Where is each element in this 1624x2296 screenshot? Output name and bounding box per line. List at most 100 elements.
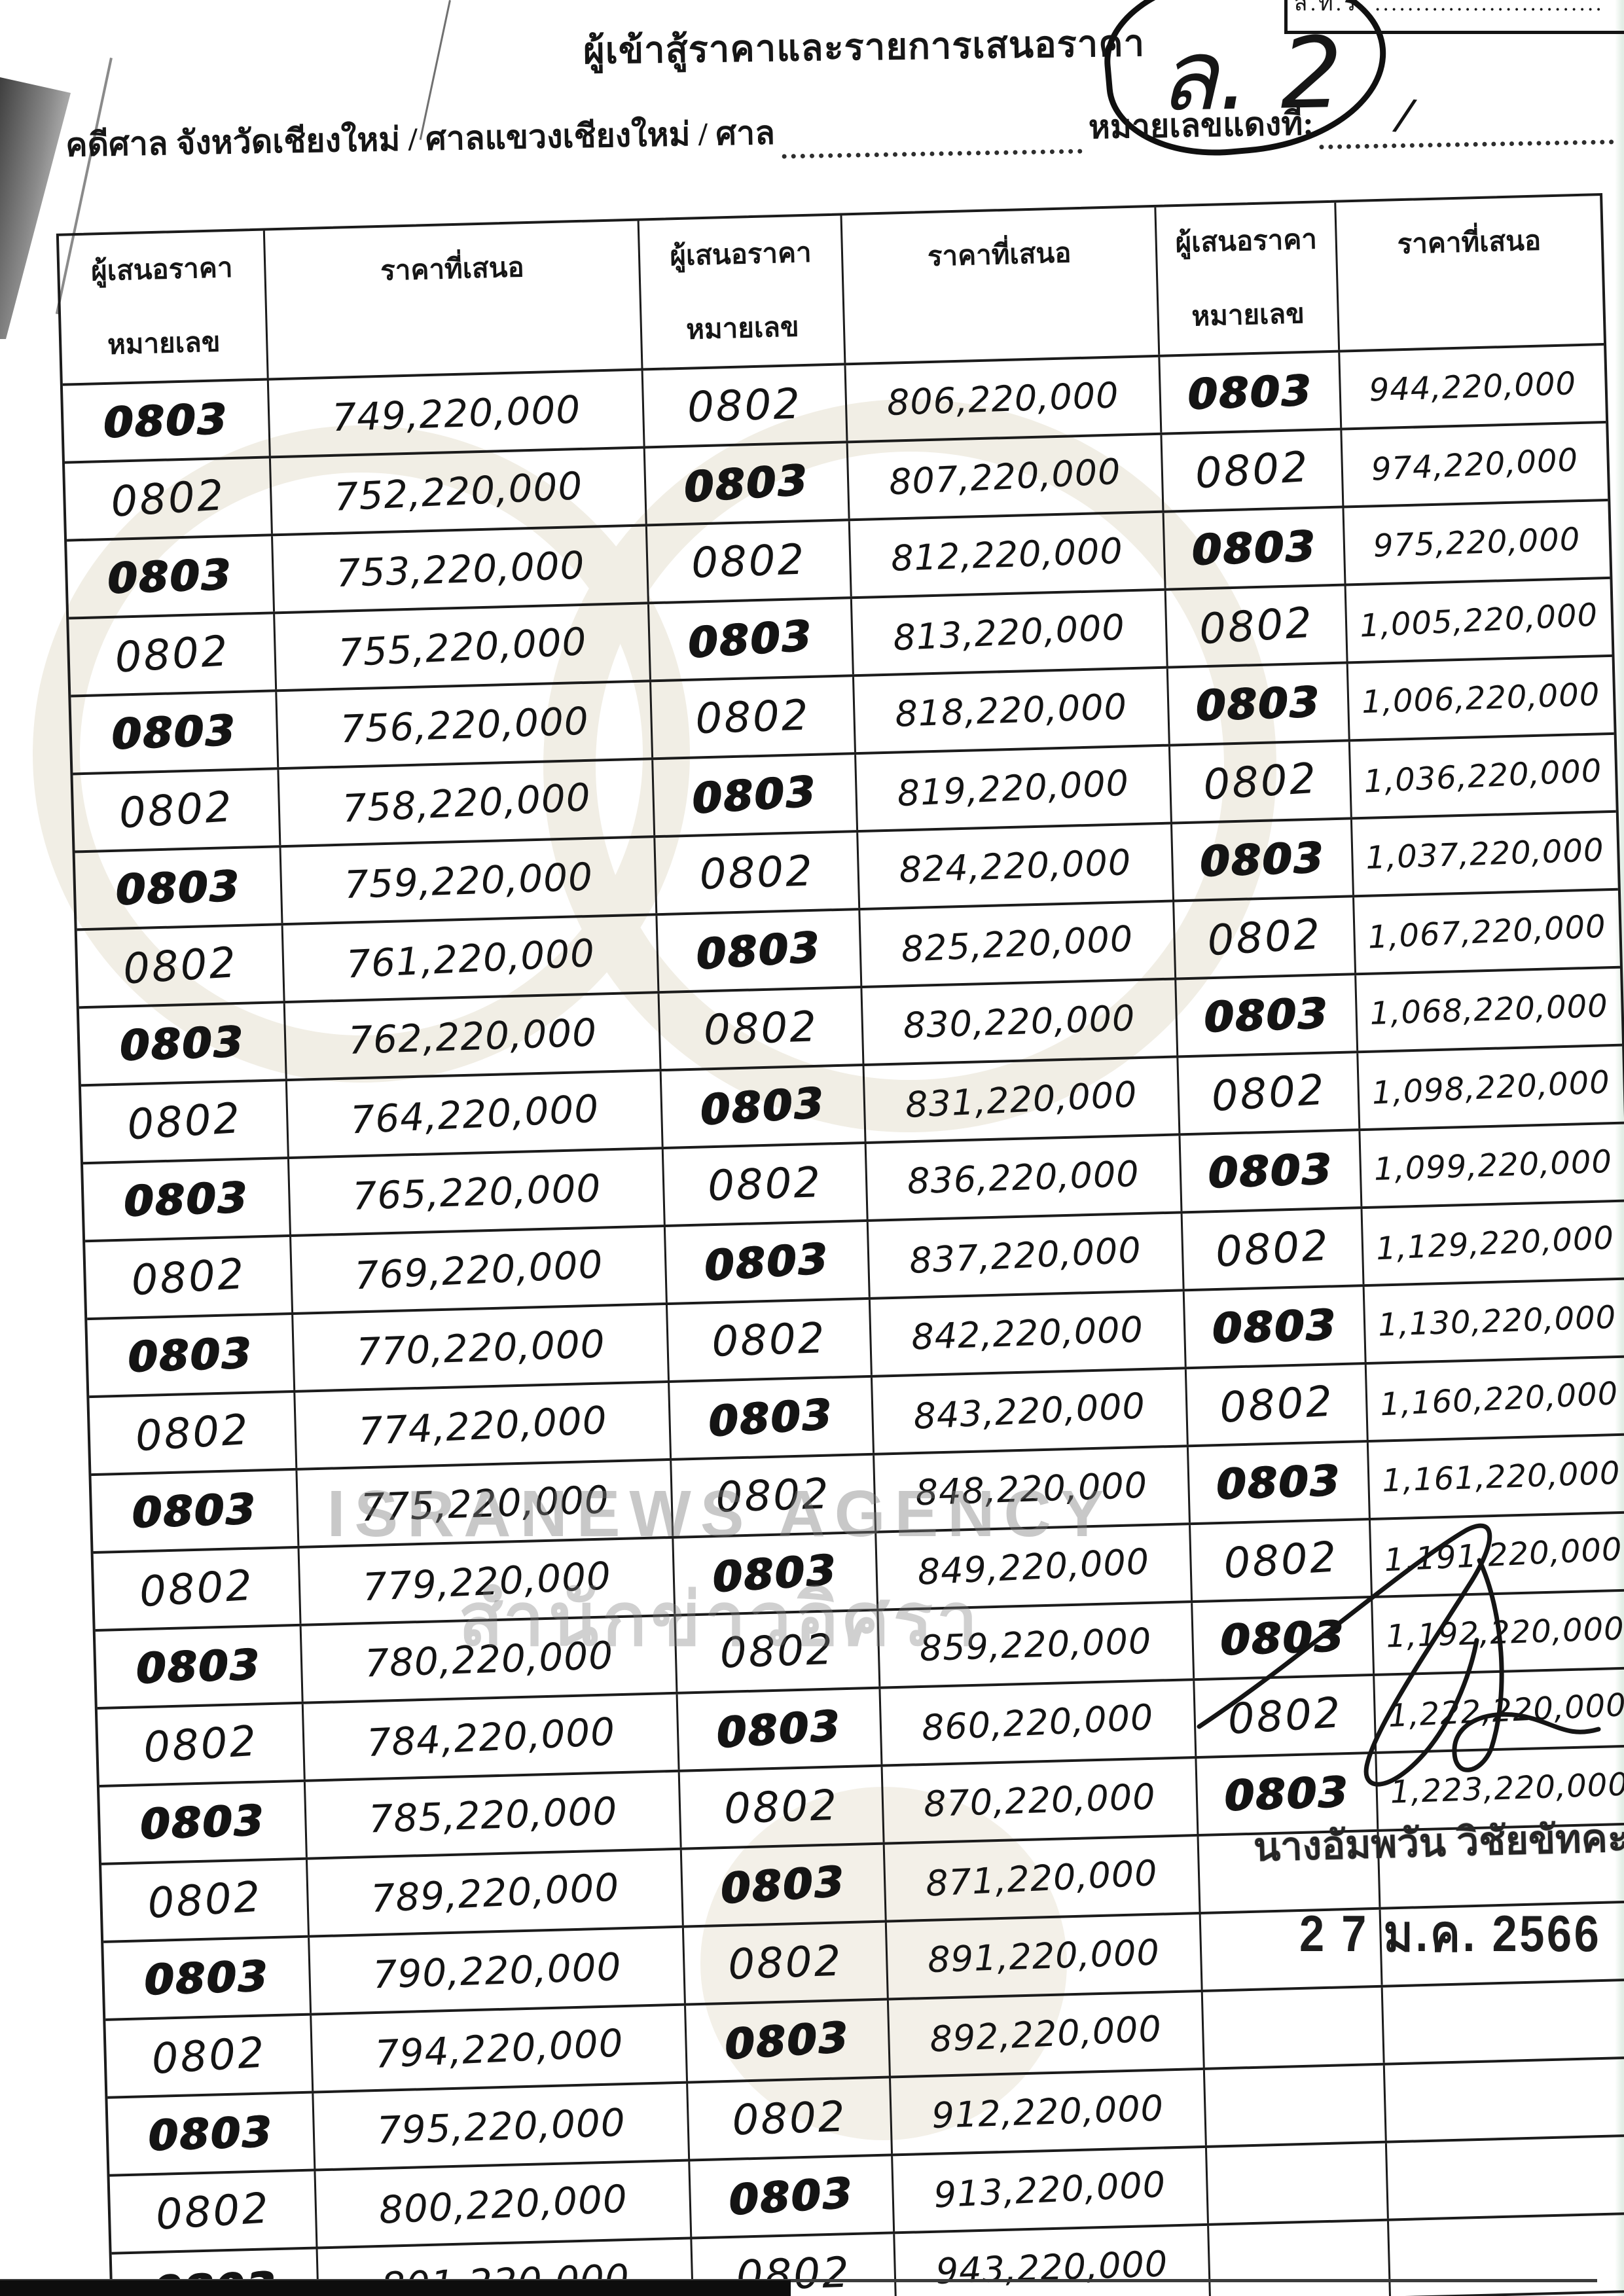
- price-cell: 1,036,220,000: [1350, 735, 1616, 817]
- bidder-cell: 0802: [105, 2015, 314, 2096]
- bidder-number: 0803: [1195, 677, 1322, 730]
- bid-price: 836,220,000: [907, 1153, 1140, 1202]
- dotted-leader: /: [1318, 90, 1614, 150]
- bidder-cell: 0802: [688, 2078, 893, 2159]
- bidder-cell: 0802: [77, 925, 285, 1007]
- bid-price: 755,220,000: [336, 619, 588, 675]
- column-header-bidder: ผู้เสนอราคา หมายเลข: [639, 215, 846, 368]
- bid-price: 818,220,000: [894, 686, 1128, 735]
- scanner-edge-strip: [1615, 0, 1624, 2296]
- bidder-cell: 0803: [1172, 819, 1354, 900]
- corner-reference-text: ส.ท.ร. ............................ ——: [1294, 0, 1604, 34]
- bid-table-body: 0803 749,220,000 0802 806,220,000 0803 944,22…: [62, 343, 1624, 2296]
- bidder-number: 0802: [723, 1781, 840, 1834]
- bidder-number: 0803: [1203, 989, 1329, 1042]
- bidder-cell: 0803: [677, 1689, 883, 1770]
- bidder-number: 0803: [1187, 366, 1314, 419]
- bidder-cell: 0803: [681, 1844, 887, 1926]
- bidder-number: 0802: [130, 1249, 247, 1305]
- bid-price: 912,220,000: [931, 2087, 1165, 2137]
- price-cell: 753,220,000: [273, 526, 649, 612]
- price-cell: 825,220,000: [860, 902, 1177, 986]
- bidder-number: 0802: [121, 938, 239, 994]
- bidder-cell: 0802: [1166, 586, 1348, 666]
- bid-price: 769,220,000: [353, 1242, 604, 1298]
- bidder-number: 0802: [691, 535, 807, 588]
- bid-price: 842,220,000: [911, 1308, 1145, 1358]
- bidder-cell: 0802: [97, 1704, 306, 1785]
- price-cell: 1,006,220,000: [1348, 657, 1614, 740]
- bidder-number: 0802: [1197, 598, 1315, 654]
- bidder-cell: 0802: [663, 1143, 869, 1225]
- bidder-cell: 0803: [690, 2156, 895, 2237]
- bidder-number: 0803: [139, 1796, 266, 1849]
- bid-price: 870,220,000: [923, 1776, 1157, 1825]
- bidder-number: 0802: [1210, 1066, 1327, 1121]
- bidder-cell: 0802: [651, 677, 856, 758]
- bid-price: 749,220,000: [331, 387, 581, 440]
- bidder-cell: 0803: [1180, 1131, 1363, 1211]
- bid-price: 806,220,000: [886, 374, 1120, 423]
- price-cell: [1387, 2136, 1624, 2219]
- bidder-number: 0803: [127, 1329, 253, 1382]
- bid-price: 913,220,000: [933, 2163, 1167, 2216]
- bid-price: 813,220,000: [892, 606, 1127, 659]
- news-agency-watermark: ISRANEWS AGENCY สำนักข่าวอิศรา: [281, 1477, 1159, 1677]
- watermark-line-en: ISRANEWS AGENCY: [327, 1477, 1113, 1551]
- price-cell: 824,220,000: [858, 824, 1175, 908]
- bidder-cell: 0802: [109, 2171, 318, 2252]
- bid-price: 789,220,000: [369, 1864, 621, 1921]
- bidder-cell: 0802: [1162, 430, 1344, 511]
- price-cell: 974,220,000: [1342, 423, 1608, 506]
- bid-price: 790,220,000: [371, 1944, 623, 1997]
- bid-price: 794,220,000: [373, 2020, 624, 2077]
- bid-price: 1,036,220,000: [1363, 752, 1603, 800]
- bid-price: 871,220,000: [925, 1852, 1159, 1905]
- bidder-number: 0802: [731, 2092, 848, 2145]
- price-cell: 870,220,000: [882, 1759, 1199, 1842]
- price-cell: 784,220,000: [303, 1694, 680, 1780]
- bidder-cell: [1204, 2065, 1387, 2145]
- price-cell: 1,130,220,000: [1365, 1280, 1624, 1363]
- bidder-cell: 0802: [1182, 1209, 1365, 1289]
- bidder-cell: 0802: [89, 1392, 298, 1474]
- bid-price: 752,220,000: [333, 463, 584, 520]
- bidder-cell: 0803: [107, 2093, 316, 2174]
- bidder-cell: 0803: [67, 536, 276, 617]
- bid-price: 1,068,220,000: [1369, 987, 1610, 1032]
- bid-price: 1,099,220,000: [1373, 1143, 1614, 1188]
- bid-price: 892,220,000: [929, 2007, 1163, 2060]
- bid-price: 761,220,000: [345, 930, 596, 987]
- bid-price: 975,220,000: [1373, 520, 1581, 564]
- bidder-cell: 0803: [1164, 508, 1346, 588]
- price-cell: 842,220,000: [870, 1291, 1187, 1375]
- price-cell: 756,220,000: [277, 682, 654, 768]
- bid-price: 784,220,000: [365, 1708, 617, 1765]
- bidder-cell: 0802: [647, 521, 852, 602]
- bidder-cell: 0803: [83, 1159, 291, 1240]
- bid-price: 1,129,220,000: [1375, 1219, 1615, 1267]
- bid-price: 891,220,000: [927, 1931, 1161, 1981]
- bidder-number: 0803: [111, 706, 238, 759]
- bid-price: 824,220,000: [898, 841, 1132, 891]
- price-cell: 813,220,000: [852, 590, 1168, 675]
- bidder-cell: 0802: [1178, 1053, 1361, 1134]
- price-cell: 1,099,220,000: [1360, 1124, 1624, 1207]
- bidder-number: 0802: [150, 2028, 268, 2084]
- price-cell: 794,220,000: [312, 2005, 689, 2091]
- bidder-number: 0802: [711, 1314, 827, 1367]
- bidder-cell: [1209, 2221, 1392, 2296]
- price-cell: 806,220,000: [846, 357, 1163, 441]
- bidder-cell: 0803: [686, 2000, 891, 2081]
- price-cell: 819,220,000: [856, 746, 1172, 831]
- column-header-bidder: ผู้เสนอราคา หมายเลข: [1156, 202, 1341, 355]
- bid-price: 800,220,000: [377, 2176, 628, 2233]
- bidder-cell: 0803: [87, 1314, 296, 1396]
- bidder-cell: 0802: [683, 1922, 889, 2003]
- scan-bottom-bar: [0, 2280, 791, 2296]
- bidder-cell: 0803: [661, 1066, 867, 1147]
- bidder-number: 0802: [1201, 754, 1319, 810]
- price-cell: 943,220,000: [895, 2225, 1212, 2296]
- bidder-cell: 0803: [71, 692, 280, 773]
- bidder-cell: 0802: [1174, 897, 1357, 978]
